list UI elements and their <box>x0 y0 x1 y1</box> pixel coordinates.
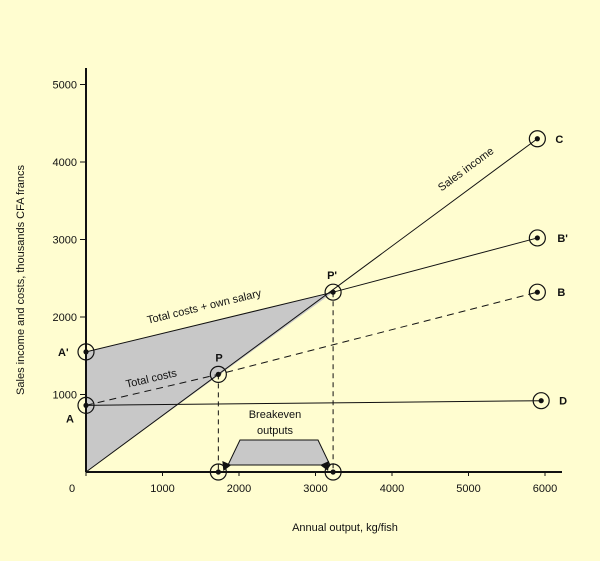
point-dot-A <box>83 402 89 408</box>
point-dot-C <box>534 136 540 142</box>
y-tick-label-5000: 5000 <box>53 80 77 92</box>
series-line-fixed-costs-d <box>85 400 542 406</box>
x-tick-label-3000: 3000 <box>303 483 327 495</box>
point-ring-B <box>528 283 546 301</box>
x-tick-label-1000: 1000 <box>150 483 174 495</box>
point-dot-axis-8 <box>215 469 221 475</box>
point-label-Bprime: B' <box>557 233 568 245</box>
point-dot-A' <box>83 349 89 355</box>
breakeven-arrowhead-2 <box>320 461 330 471</box>
y-tick-label-2000: 2000 <box>53 312 77 324</box>
x-axis-title: Annual output, kg/fish <box>292 522 398 534</box>
x-tick-label-6000: 6000 <box>533 483 557 495</box>
point-dot-B <box>534 289 540 295</box>
point-label-C: C <box>555 134 563 146</box>
dashed-guides <box>217 292 334 472</box>
y-tick-label-3000: 3000 <box>53 235 77 247</box>
x-tick-label-2000: 2000 <box>227 483 251 495</box>
point-label-A: A <box>66 413 74 425</box>
point-ring-P <box>209 365 227 383</box>
point-ring-C <box>528 130 546 148</box>
point-label-Pprime: P' <box>327 270 337 282</box>
point-markers <box>77 130 550 481</box>
x-tick-label-5000: 5000 <box>456 483 480 495</box>
point-label-B: B <box>557 287 565 299</box>
point-dot-P' <box>330 289 336 295</box>
series-line-total-costs-own-salary <box>85 237 538 353</box>
y-tick-label-1000: 1000 <box>53 390 77 402</box>
breakeven-annotation-shape <box>227 439 331 466</box>
point-ring-A' <box>77 343 95 361</box>
point-label-Aprime: A' <box>58 347 69 359</box>
breakeven-label-line-1: Breakeven <box>249 409 302 421</box>
y-axis-title: Sales income and costs, thousands CFA fr… <box>15 165 27 395</box>
point-ring-A <box>77 396 95 414</box>
point-label-D: D <box>559 396 567 408</box>
series-line-sales-income <box>85 138 538 473</box>
point-dot-axis-9 <box>330 469 336 475</box>
breakeven-label-line-2: outputs <box>257 425 294 437</box>
point-ring-P' <box>324 283 342 301</box>
y-tick-label-4000: 4000 <box>53 157 77 169</box>
x-tick-label-0: 0 <box>69 483 75 495</box>
point-ring-axis-8 <box>209 463 227 481</box>
point-ring-B' <box>528 229 546 247</box>
point-dot-P <box>215 371 221 377</box>
point-label-P: P <box>215 352 222 364</box>
point-dot-B' <box>534 235 540 241</box>
x-tick-label-4000: 4000 <box>380 483 404 495</box>
point-dot-D <box>538 398 544 404</box>
sales-income-label: Sales income <box>436 145 496 194</box>
breakeven-arrowhead-1 <box>222 461 232 471</box>
point-ring-D <box>532 392 550 410</box>
point-ring-axis-9 <box>324 463 342 481</box>
